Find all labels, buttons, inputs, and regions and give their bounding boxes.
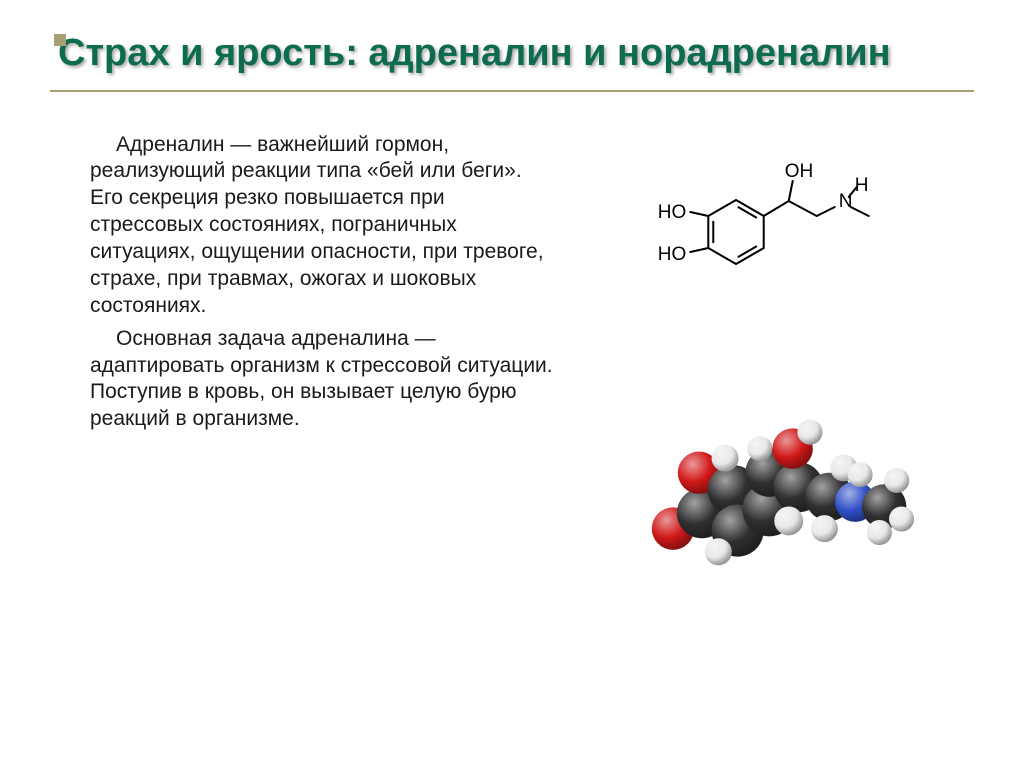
image-column: HO HO OH NH <box>588 132 974 582</box>
slide: Страх и ярость: адреналин и норадреналин… <box>0 0 1024 767</box>
structural-formula: HO HO OH NH <box>641 142 921 312</box>
svg-text:H: H <box>855 175 869 196</box>
slide-title: Страх и ярость: адреналин и норадреналин <box>50 30 974 78</box>
svg-text:HO: HO <box>658 244 687 265</box>
svg-text:HO: HO <box>658 202 687 223</box>
body: Адреналин — важнейший гормон, реализующи… <box>50 132 974 582</box>
paragraph: Основная задача адреналина — адаптироват… <box>90 326 558 434</box>
svg-text:N: N <box>839 191 853 212</box>
molecular-model <box>646 402 916 582</box>
paragraph: Адреналин — важнейший гормон, реализующи… <box>90 132 558 320</box>
title-wrap: Страх и ярость: адреналин и норадреналин <box>50 30 974 92</box>
svg-text:OH: OH <box>785 161 814 182</box>
text-column: Адреналин — важнейший гормон, реализующи… <box>50 132 558 582</box>
